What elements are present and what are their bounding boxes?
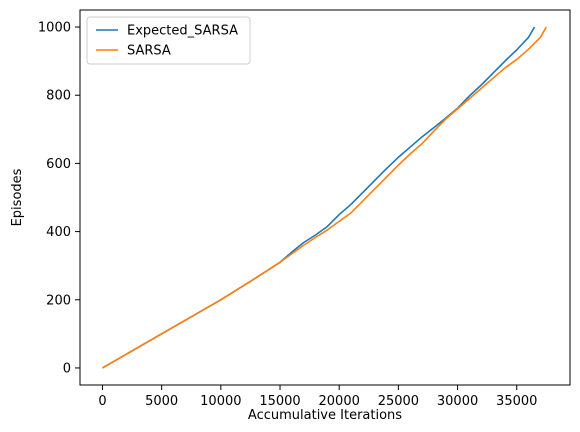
x-tick-label: 10000 — [200, 394, 241, 409]
legend-label-sarsa: SARSA — [127, 44, 171, 59]
y-tick-label: 0 — [63, 361, 71, 376]
x-tick-label: 35000 — [496, 394, 537, 409]
x-axis-title: Accumulative Iterations — [248, 408, 402, 423]
x-tick-label: 15000 — [259, 394, 300, 409]
legend: Expected_SARSA SARSA — [86, 16, 251, 65]
x-axis-ticks: 0 5000 10000 15000 20000 25000 30000 35000 — [98, 385, 537, 409]
x-tick-label: 25000 — [378, 394, 419, 409]
y-axis-title: Episodes — [10, 168, 25, 226]
x-tick-label: 5000 — [145, 394, 178, 409]
y-tick-label: 400 — [46, 225, 71, 240]
series-lines — [102, 26, 548, 369]
y-axis-ticks: 0 200 400 600 800 1000 — [38, 21, 80, 376]
plot-area — [79, 9, 571, 386]
x-tick-label: 20000 — [319, 394, 360, 409]
y-tick-label: 200 — [46, 293, 71, 308]
x-tick-label: 0 — [98, 394, 106, 409]
x-tick-label: 30000 — [437, 394, 478, 409]
y-tick-label: 600 — [46, 157, 71, 172]
y-tick-label: 800 — [46, 89, 71, 104]
legend-label-expected-sarsa: Expected_SARSA — [127, 24, 238, 39]
y-tick-label: 1000 — [38, 21, 71, 36]
legend-box — [86, 16, 251, 65]
series-line-sarsa — [102, 26, 548, 369]
